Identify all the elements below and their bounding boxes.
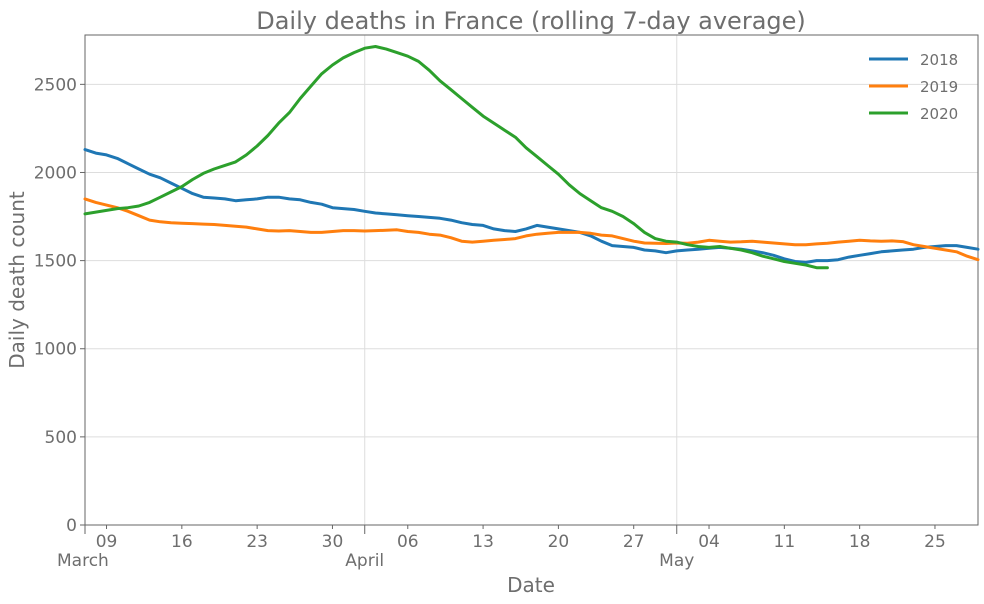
y-tick-label: 2000 [34,163,77,183]
x-axis-label: Date [507,573,555,597]
x-tick-label: 13 [472,532,494,552]
y-tick-label: 500 [45,428,77,448]
x-tick-label: 11 [774,532,796,552]
y-tick-label: 2500 [34,75,77,95]
x-tick-label: 27 [623,532,645,552]
legend-label-2020: 2020 [920,105,958,123]
plot-frame [84,34,979,526]
x-tick-label: 18 [849,532,871,552]
x-tick-label: 06 [397,532,419,552]
y-axis: 0 500 1000 1500 2000 2500 [34,75,85,536]
legend-label-2018: 2018 [920,51,958,69]
x-tick-label: 23 [246,532,268,552]
x-tick-label: 04 [698,532,720,552]
series-line-2020 [83,45,829,270]
month-tick-label: May [659,551,694,571]
month-tick-label: April [345,551,384,571]
x-tick-label: 09 [96,532,118,552]
y-tick-label: 1500 [34,252,77,272]
y-axis-label: Daily death count [5,191,29,369]
series-lines [83,45,980,270]
x-tick-label: 16 [171,532,193,552]
legend: 2018 2019 2020 [869,51,958,123]
grid [85,35,978,526]
series-line-2018 [83,148,980,264]
legend-label-2019: 2019 [920,78,958,96]
x-axis: 09 16 23 30 06 13 20 27 04 11 18 25 March April May [57,525,946,571]
month-tick-label: March [57,551,109,571]
x-tick-label: 20 [548,532,570,552]
x-tick-label: 30 [322,532,344,552]
chart-title: Daily deaths in France (rolling 7-day av… [256,7,806,35]
series-line-2019 [83,197,980,262]
x-tick-label: 25 [924,532,946,552]
y-tick-label: 1000 [34,340,77,360]
y-tick-label: 0 [66,516,77,536]
